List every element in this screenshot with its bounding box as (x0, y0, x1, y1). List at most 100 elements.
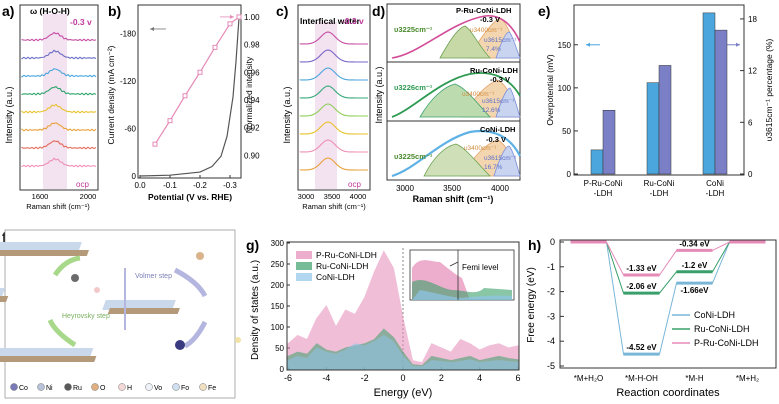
b-point (227, 21, 233, 27)
step-heyrovsky: Heyrovsky step (62, 313, 110, 320)
panel-g: g) -6 -4 -2 0 2 4 6 0 50 100 150 200 250 300 Density o… (246, 237, 521, 399)
g-ytick-label: 300 (271, 239, 285, 248)
e-right-arrowhead (736, 42, 740, 47)
h-ytick-label: 0 (550, 237, 555, 247)
panel-a-xtick-1600: 1600 (32, 192, 49, 201)
e-y2label: υ3615cm⁻¹ percentage (%) (764, 38, 774, 141)
b-point (152, 141, 158, 147)
h-ytick-label: -5 (547, 361, 555, 371)
d-coni-peak-left: υ3225cm⁻¹ (394, 152, 433, 161)
h-legend-label: Ru-CoNi-LDH (694, 324, 750, 334)
legend-label: Ni (46, 385, 53, 392)
panel-c-xtick-3000: 3000 (298, 192, 315, 201)
h-series-line-1 (570, 241, 766, 294)
h-series-line-0 (570, 241, 766, 355)
panel-a-header: ω (H-O-H) (30, 6, 70, 16)
e-ytick-label: 50 (562, 127, 571, 136)
a-trace (21, 68, 97, 78)
b-point (167, 118, 173, 124)
b-series-intensity (154, 16, 240, 145)
b-point (212, 44, 218, 50)
legend-swatch (10, 383, 18, 391)
d-ru-peak-mid: υ3400cm⁻¹ (462, 91, 495, 98)
g-ytick-label: 150 (271, 302, 285, 311)
panel-a-xlabel: Raman shift (cm⁻¹) (26, 202, 90, 211)
d-ru-peak-left: υ3226cm⁻¹ (394, 83, 433, 92)
b-ytick-label: -120 (120, 77, 137, 86)
panel-d-row-p-ru: P-Ru-CoNi-LDH -0.3 V υ3225cm⁻¹ υ3400cm⁻¹… (391, 6, 521, 59)
panel-c: c) Intensity (a.u.) Interfical water -0.… (276, 3, 371, 211)
panel-d-row-ru: Ru-CoNi-LDH -0.3 V υ3226cm⁻¹ υ3400cm⁻¹ υ… (391, 66, 521, 118)
h-category-label: *M+H₂ (736, 374, 759, 383)
d-ru-name: Ru-CoNi-LDH (470, 66, 518, 75)
g-legend-label: CoNi-LDH (316, 272, 355, 282)
e-bar-overpotential (590, 149, 604, 175)
e-ytick-label: 0 (567, 170, 572, 179)
d-ru-voltage: -0.3 V (490, 75, 510, 84)
e-category-label: -LDH (706, 189, 725, 198)
e-y2tick-label: 12 (748, 67, 757, 76)
arrow-lower-right (183, 320, 208, 349)
panel-h-label: h) (528, 237, 541, 253)
g-legend-label: Ru-CoNi-LDH (316, 261, 368, 271)
e-y2tick-label: 18 (748, 15, 757, 24)
c-trace (299, 31, 368, 45)
h-label-coni-h: -1.66eV (680, 286, 709, 295)
h-ytick-label: -4 (547, 336, 555, 346)
panel-c-highlight (315, 22, 337, 189)
panel-b-label: b) (108, 3, 121, 19)
h-label-p-mid: -1.33 eV (626, 264, 657, 273)
panel-a-traces (21, 31, 97, 168)
b-left-arrowhead (150, 26, 154, 31)
c-trace (299, 157, 368, 171)
g-area-0 (287, 250, 519, 370)
panel-d: d) Intensity (a.u.) P-Ru-CoNi-LDH -0.3 V… (372, 3, 521, 204)
g-legend-swatch (296, 262, 312, 270)
g-ytick-label: 250 (271, 260, 285, 269)
legend-swatch (64, 383, 72, 391)
e-ytick-label: 150 (558, 41, 572, 50)
c-trace (299, 139, 368, 153)
h-ylabel: Free energy (eV) (526, 267, 537, 343)
g-ytick-label: 0 (280, 365, 285, 374)
legend-label: Vo (154, 385, 162, 392)
legend-label: Co (19, 385, 28, 392)
b-y2tick-label: 0.92 (244, 124, 260, 133)
e-bar-overpotential (646, 82, 660, 175)
b-ytick-label: -180 (120, 30, 137, 39)
b-xtick-label: 0.0 (134, 181, 146, 190)
panel-d-label: d) (372, 3, 385, 19)
b-xtick-label: -0.3 (223, 181, 237, 190)
g-xlabel: Energy (eV) (374, 387, 433, 399)
h-label-ru-h: -1.2 eV (682, 261, 708, 270)
a-trace (21, 85, 97, 96)
g-xtick-label: -4 (322, 373, 330, 383)
d-coni-percent: 16.7% (484, 164, 503, 171)
c-trace (299, 67, 368, 81)
panel-b-series (139, 14, 242, 177)
e-category-label: Ru-CoNi (644, 179, 675, 188)
a-trace (21, 49, 97, 60)
a-trace (21, 122, 97, 132)
b-point (236, 14, 242, 20)
c-trace (299, 121, 368, 135)
panel-f-legend: Co Ni Ru O H Vo Fo Fe (10, 383, 216, 392)
panel-a: a) Intensity (a.u.) ω (H-O-H) -0.3 v ocp… (2, 3, 99, 211)
arrow-upper-left (52, 255, 81, 277)
panel-e-chart: 0 50 100 150 0 6 12 18 Overpotential (mV) υ3615cm… (545, 12, 774, 198)
d-coni-name: CoNi-LDH (480, 125, 515, 134)
panel-b: b) Current density (mA cm⁻²) Normalized … (106, 3, 260, 202)
panel-c-label: c) (276, 3, 288, 19)
e-bar-percentage (658, 65, 672, 175)
a-trace (21, 103, 97, 114)
panel-c-xtick-3500: 3500 (324, 192, 341, 201)
h-legend-label: P-Ru-CoNi-LDH (694, 338, 759, 348)
b-y2tick-label: 0.94 (244, 96, 260, 105)
e-ylabel: Overpotential (mV) (545, 54, 555, 125)
e-left-arrowhead (586, 42, 590, 47)
h-label-ru-mid: -2.06 eV (626, 282, 657, 291)
g-legend-swatch (296, 251, 312, 259)
h-legend-label: CoNi-LDH (694, 310, 735, 320)
panel-d-row-coni: CoNi-LDH -0.3 V υ3225cm⁻¹ υ3400cm⁻¹ υ361… (391, 125, 521, 178)
panel-a-voltage: -0.3 v (70, 17, 92, 27)
